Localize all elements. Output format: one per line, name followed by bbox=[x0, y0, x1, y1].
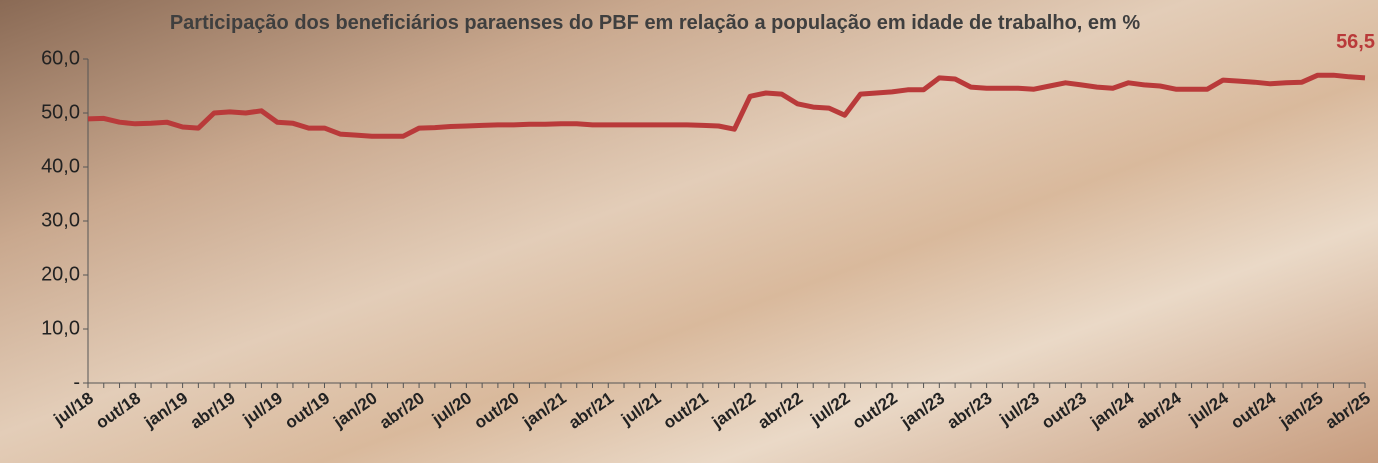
x-tick-label: abr/25 bbox=[1322, 388, 1374, 432]
chart-title: Participação dos beneficiários paraenses… bbox=[169, 12, 1141, 34]
x-tick-label: abr/21 bbox=[565, 388, 617, 432]
value-label: 56,5 bbox=[1336, 31, 1375, 53]
x-tick-label: abr/20 bbox=[376, 388, 428, 432]
x-tick-label: jan/19 bbox=[140, 388, 191, 432]
x-tick-label: jul/24 bbox=[1185, 388, 1233, 429]
y-tick-label: - bbox=[73, 371, 80, 393]
x-tick-label: abr/23 bbox=[944, 388, 996, 432]
x-tick-label: jan/24 bbox=[1086, 388, 1138, 432]
x-tick-label: abr/22 bbox=[754, 388, 806, 432]
x-tick-label: abr/19 bbox=[187, 388, 239, 432]
x-tick-label: out/21 bbox=[660, 388, 712, 432]
x-tick-label: abr/24 bbox=[1133, 388, 1185, 433]
x-tick-label: jul/22 bbox=[806, 388, 853, 429]
x-tick-label: jan/20 bbox=[329, 388, 380, 432]
y-tick-label: 60,0 bbox=[41, 47, 80, 69]
x-tick-label: jul/18 bbox=[50, 388, 97, 429]
x-tick-label: jan/22 bbox=[708, 388, 759, 432]
y-tick-label: 50,0 bbox=[41, 101, 80, 123]
y-tick-label: 40,0 bbox=[41, 155, 80, 177]
x-tick-label: out/23 bbox=[1038, 388, 1090, 432]
x-tick-label: out/22 bbox=[849, 388, 901, 432]
y-tick-label: 10,0 bbox=[41, 317, 80, 339]
x-tick-label: jan/21 bbox=[519, 388, 570, 432]
x-tick-label: out/19 bbox=[281, 388, 333, 432]
y-tick-label: 20,0 bbox=[41, 263, 80, 285]
x-tick-label: jan/25 bbox=[1275, 388, 1326, 432]
x-tick-label: jul/21 bbox=[617, 388, 664, 429]
x-tick-label: out/24 bbox=[1227, 388, 1279, 433]
x-tick-label: out/18 bbox=[92, 388, 144, 432]
x-tick-label: jul/19 bbox=[239, 388, 286, 429]
x-tick-label: jul/23 bbox=[995, 388, 1042, 429]
series-line bbox=[87, 72, 1366, 139]
y-tick-label: 30,0 bbox=[41, 209, 80, 231]
x-tick-label: out/20 bbox=[471, 388, 523, 432]
x-tick-label: jan/23 bbox=[897, 388, 948, 432]
x-tick-label: jul/20 bbox=[428, 388, 475, 429]
